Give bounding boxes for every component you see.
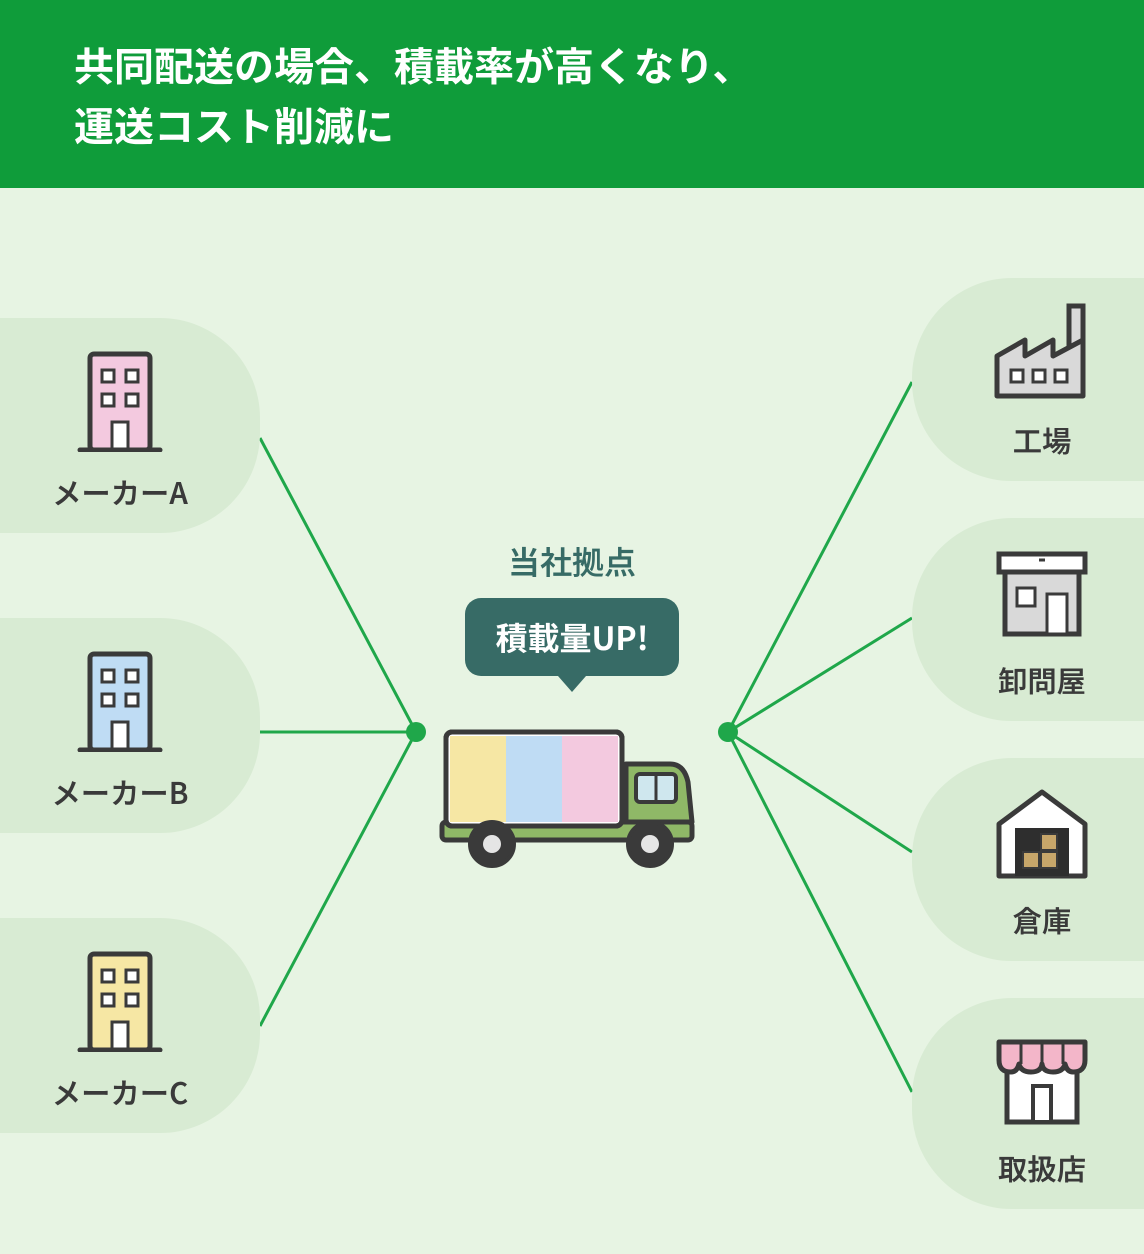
shop-pill: 取扱店 — [912, 998, 1144, 1209]
node-maker-b: メーカーB — [0, 618, 260, 833]
diagram-body: 当社拠点 積載量UP! メーカーA — [0, 188, 1144, 1254]
node-factory: 工場 — [912, 278, 1144, 481]
header: 共同配送の場合、積載率が高くなり、 運送コスト削減に — [0, 0, 1144, 188]
maker-a-label: メーカーA — [52, 471, 188, 513]
warehouse-icon — [987, 780, 1097, 885]
shop-label: 取扱店 — [998, 1147, 1086, 1189]
shop-icon — [987, 1020, 1097, 1133]
maker-c-pill: メーカーC — [0, 918, 260, 1133]
maker-c-label: メーカーC — [52, 1071, 188, 1113]
maker-b-label: メーカーB — [51, 771, 188, 813]
center-hub: 当社拠点 積載量UP! — [432, 538, 712, 877]
wholesaler-pill: 卸問屋 — [912, 518, 1144, 721]
factory-pill: 工場 — [912, 278, 1144, 481]
maker-b-pill: メーカーB — [0, 618, 260, 833]
building-blue-icon — [72, 640, 168, 757]
building-pink-icon — [72, 340, 168, 457]
wholesaler-icon — [987, 540, 1097, 645]
maker-a-pill: メーカーA — [0, 318, 260, 533]
factory-icon — [987, 300, 1097, 405]
node-maker-a: メーカーA — [0, 318, 260, 533]
header-title-line1: 共同配送の場合、積載率が高くなり、 — [74, 34, 1070, 94]
node-shop: 取扱店 — [912, 998, 1144, 1209]
header-title-line2: 運送コスト削減に — [74, 94, 1070, 154]
factory-label: 工場 — [1013, 419, 1072, 461]
speech-bubble: 積載量UP! — [465, 598, 678, 676]
wholesaler-label: 卸問屋 — [998, 659, 1086, 701]
node-maker-c: メーカーC — [0, 918, 260, 1133]
node-wholesaler: 卸問屋 — [912, 518, 1144, 721]
truck-icon — [432, 702, 712, 877]
center-title: 当社拠点 — [508, 538, 636, 584]
bubble-text: 積載量UP! — [495, 614, 648, 660]
warehouse-pill: 倉庫 — [912, 758, 1144, 961]
building-yellow-icon — [72, 940, 168, 1057]
node-warehouse: 倉庫 — [912, 758, 1144, 961]
warehouse-label: 倉庫 — [1013, 899, 1072, 941]
